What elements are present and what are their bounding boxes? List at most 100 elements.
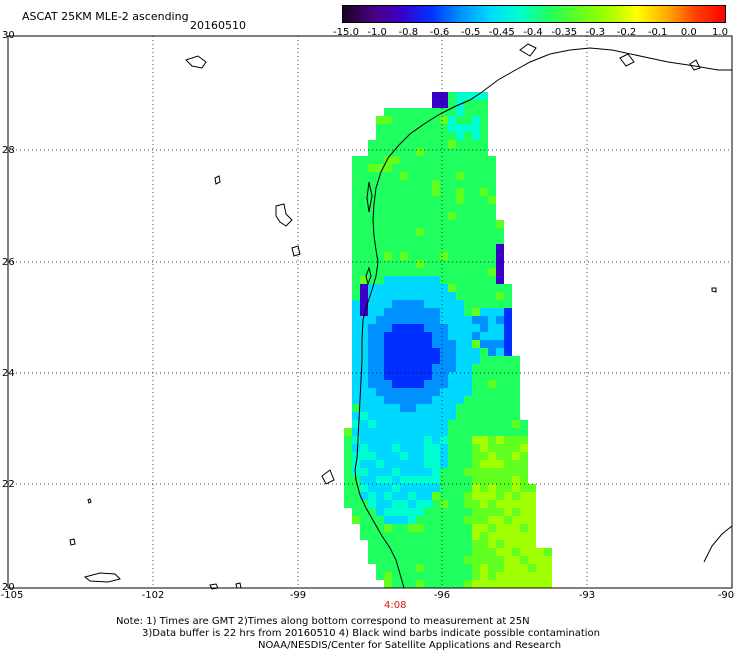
swath-cell bbox=[424, 132, 432, 140]
swath-cell bbox=[488, 524, 496, 532]
swath-cell bbox=[352, 380, 360, 388]
swath-cell bbox=[376, 468, 384, 476]
swath-cell bbox=[448, 308, 456, 316]
swath-cell bbox=[384, 212, 392, 220]
swath-cell bbox=[408, 172, 416, 180]
swath-cell bbox=[488, 404, 496, 412]
swath-cell bbox=[456, 148, 464, 156]
swath-cell bbox=[416, 140, 424, 148]
swath-cell bbox=[384, 476, 392, 484]
swath-cell bbox=[504, 524, 512, 532]
swath-cell bbox=[408, 140, 416, 148]
swath-cell bbox=[496, 236, 504, 244]
swath-cell bbox=[456, 156, 464, 164]
swath-cell bbox=[432, 516, 440, 524]
swath-cell bbox=[408, 556, 416, 564]
swath-cell bbox=[424, 212, 432, 220]
swath-cell bbox=[448, 492, 456, 500]
swath-cell bbox=[464, 300, 472, 308]
swath-cell bbox=[464, 172, 472, 180]
swath-cell bbox=[440, 340, 448, 348]
swath-cell bbox=[480, 244, 488, 252]
swath-cell bbox=[488, 460, 496, 468]
swath-cell bbox=[528, 516, 536, 524]
swath-cell bbox=[480, 204, 488, 212]
swath-cell bbox=[392, 164, 400, 172]
swath-cell bbox=[424, 276, 432, 284]
swath-cell bbox=[416, 356, 424, 364]
swath-cell bbox=[400, 108, 408, 116]
swath-cell bbox=[392, 476, 400, 484]
swath-cell bbox=[496, 548, 504, 556]
swath-cell bbox=[384, 172, 392, 180]
swath-cell bbox=[360, 212, 368, 220]
swath-cell bbox=[456, 388, 464, 396]
swath-cell bbox=[440, 236, 448, 244]
swath-cell bbox=[376, 540, 384, 548]
swath-cell bbox=[520, 420, 528, 428]
swath-cell bbox=[352, 204, 360, 212]
swath-cell bbox=[432, 124, 440, 132]
swath-cell bbox=[448, 580, 456, 588]
swath-cell bbox=[488, 500, 496, 508]
swath-cell bbox=[400, 572, 408, 580]
swath-cell bbox=[432, 500, 440, 508]
swath-cell bbox=[488, 476, 496, 484]
swath-cell bbox=[544, 580, 552, 588]
swath-cell bbox=[384, 252, 392, 260]
swath-cell bbox=[472, 324, 480, 332]
swath-cell bbox=[504, 484, 512, 492]
swath-cell bbox=[472, 388, 480, 396]
swath-cell bbox=[456, 324, 464, 332]
swath-cell bbox=[392, 284, 400, 292]
swath-cell bbox=[440, 500, 448, 508]
swath-cell bbox=[472, 500, 480, 508]
swath-cell bbox=[392, 260, 400, 268]
swath-cell bbox=[480, 572, 488, 580]
swath-cell bbox=[480, 356, 488, 364]
swath-cell bbox=[392, 524, 400, 532]
swath-cell bbox=[368, 308, 376, 316]
swath-cell bbox=[472, 284, 480, 292]
swath-cell bbox=[448, 388, 456, 396]
swath-cell bbox=[480, 284, 488, 292]
swath-cell bbox=[400, 324, 408, 332]
swath-cell bbox=[520, 572, 528, 580]
swath-cell bbox=[440, 452, 448, 460]
swath-cell bbox=[520, 540, 528, 548]
swath-cell bbox=[504, 372, 512, 380]
swath-cell bbox=[456, 292, 464, 300]
swath-cell bbox=[432, 356, 440, 364]
swath-cell bbox=[408, 156, 416, 164]
swath-cell bbox=[400, 220, 408, 228]
swath-cell bbox=[472, 580, 480, 588]
swath-cell bbox=[360, 308, 368, 316]
swath-cell bbox=[400, 468, 408, 476]
swath-cell bbox=[472, 372, 480, 380]
swath-cell bbox=[472, 332, 480, 340]
swath-cell bbox=[448, 532, 456, 540]
swath-cell bbox=[456, 420, 464, 428]
swath-cell bbox=[408, 380, 416, 388]
swath-cell bbox=[464, 444, 472, 452]
swath-cell bbox=[456, 140, 464, 148]
swath-cell bbox=[496, 404, 504, 412]
swath-cell bbox=[416, 332, 424, 340]
swath-cell bbox=[488, 348, 496, 356]
swath-cell bbox=[464, 156, 472, 164]
swath-cell bbox=[392, 228, 400, 236]
swath-cell bbox=[384, 524, 392, 532]
swath-cell bbox=[464, 436, 472, 444]
swath-cell bbox=[400, 276, 408, 284]
swath-cell bbox=[400, 236, 408, 244]
swath-cell bbox=[488, 252, 496, 260]
swath-cell bbox=[432, 412, 440, 420]
swath-cell bbox=[432, 236, 440, 244]
swath-cell bbox=[448, 260, 456, 268]
swath-cell bbox=[368, 284, 376, 292]
swath-cell bbox=[472, 268, 480, 276]
swath-cell bbox=[392, 492, 400, 500]
swath-cell bbox=[480, 548, 488, 556]
swath-cell bbox=[472, 140, 480, 148]
swath-cell bbox=[472, 236, 480, 244]
